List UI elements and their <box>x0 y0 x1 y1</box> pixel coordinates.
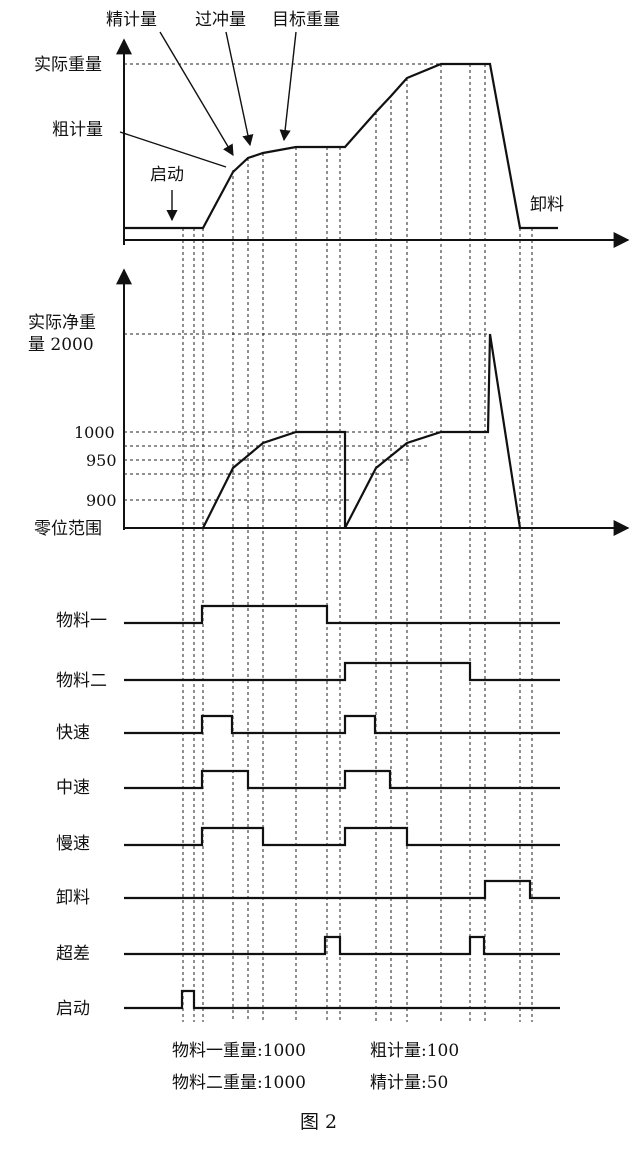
signal-waveform <box>124 769 560 790</box>
net-weight-trace <box>202 333 522 529</box>
signal-label: 快速 <box>56 723 90 743</box>
signal-row-material-1: 物料一 <box>56 604 560 631</box>
gross-weight-trace <box>124 62 558 230</box>
signal-label: 中速 <box>56 778 90 798</box>
signal-waveform <box>124 714 560 735</box>
signal-waveform <box>124 604 560 625</box>
signal-row-material-2: 物料二 <box>56 661 560 691</box>
signal-row-out-of-tolerance: 超差 <box>56 935 560 964</box>
figure-caption: 图 2 <box>300 1111 337 1133</box>
signal-label: 超差 <box>56 944 90 964</box>
actual-net-weight-label-line1: 实际净重 <box>28 313 96 333</box>
discharge-label: 卸料 <box>530 195 564 215</box>
signal-label: 卸料 <box>56 888 90 908</box>
signal-waveform <box>124 989 560 1010</box>
signal-label: 慢速 <box>56 833 90 854</box>
material-1-weight-note: 物料一重量:1000 <box>172 1041 306 1061</box>
actual-net-weight-label-line2: 量 2000 <box>28 335 94 355</box>
signal-row-medium: 中速 <box>56 769 560 798</box>
parameter-notes: 物料一重量:1000 粗计量:100 物料二重量:1000 精计量:50 图 2 <box>172 1041 459 1133</box>
material-2-weight-note: 物料二重量:1000 <box>172 1073 306 1093</box>
coarse-metering-label: 粗计量 <box>52 120 103 140</box>
net-weight-panel: 实际净重 量 2000 1000 950 900 零位范围 <box>28 268 630 539</box>
fine-metering-label: 精计量 <box>106 10 157 30</box>
signal-label: 物料二 <box>56 671 107 691</box>
actual-weight-label: 实际重量 <box>34 55 102 75</box>
start-label: 启动 <box>150 165 184 185</box>
zero-range-label: 零位范围 <box>34 519 102 539</box>
net-950-label: 950 <box>86 451 117 470</box>
overshoot-label: 过冲量 <box>195 10 246 30</box>
signal-row-fast: 快速 <box>56 714 560 743</box>
signal-timing-rows: 物料一 物料二 快速 中速 慢速 卸料 超差 启动 <box>56 604 560 1019</box>
overshoot-arrow <box>225 31 254 147</box>
signal-row-start: 启动 <box>56 989 560 1019</box>
signal-waveform <box>124 935 560 956</box>
signal-row-slow: 慢速 <box>56 826 560 854</box>
fine-metering-note: 精计量:50 <box>370 1073 448 1093</box>
coarse-metering-note: 粗计量:100 <box>370 1041 459 1061</box>
coarse-metering-leader <box>119 131 227 168</box>
signal-waveform <box>124 826 560 847</box>
net-1000-label: 1000 <box>74 423 115 442</box>
target-weight-label: 目标重量 <box>272 10 340 30</box>
signal-waveform <box>124 879 560 900</box>
target-weight-arrow <box>279 31 297 142</box>
gross-weight-panel: 实际重量 粗计量 启动 精计量 过冲量 目标重量 卸料 <box>34 10 630 248</box>
signal-row-discharge: 卸料 <box>56 879 560 908</box>
net-900-label: 900 <box>86 491 117 510</box>
signal-label: 物料一 <box>56 611 107 631</box>
vertical-guide-lines <box>182 64 533 1022</box>
signal-label: 启动 <box>56 999 90 1019</box>
fine-metering-arrow <box>159 31 234 156</box>
signal-waveform <box>124 661 560 682</box>
